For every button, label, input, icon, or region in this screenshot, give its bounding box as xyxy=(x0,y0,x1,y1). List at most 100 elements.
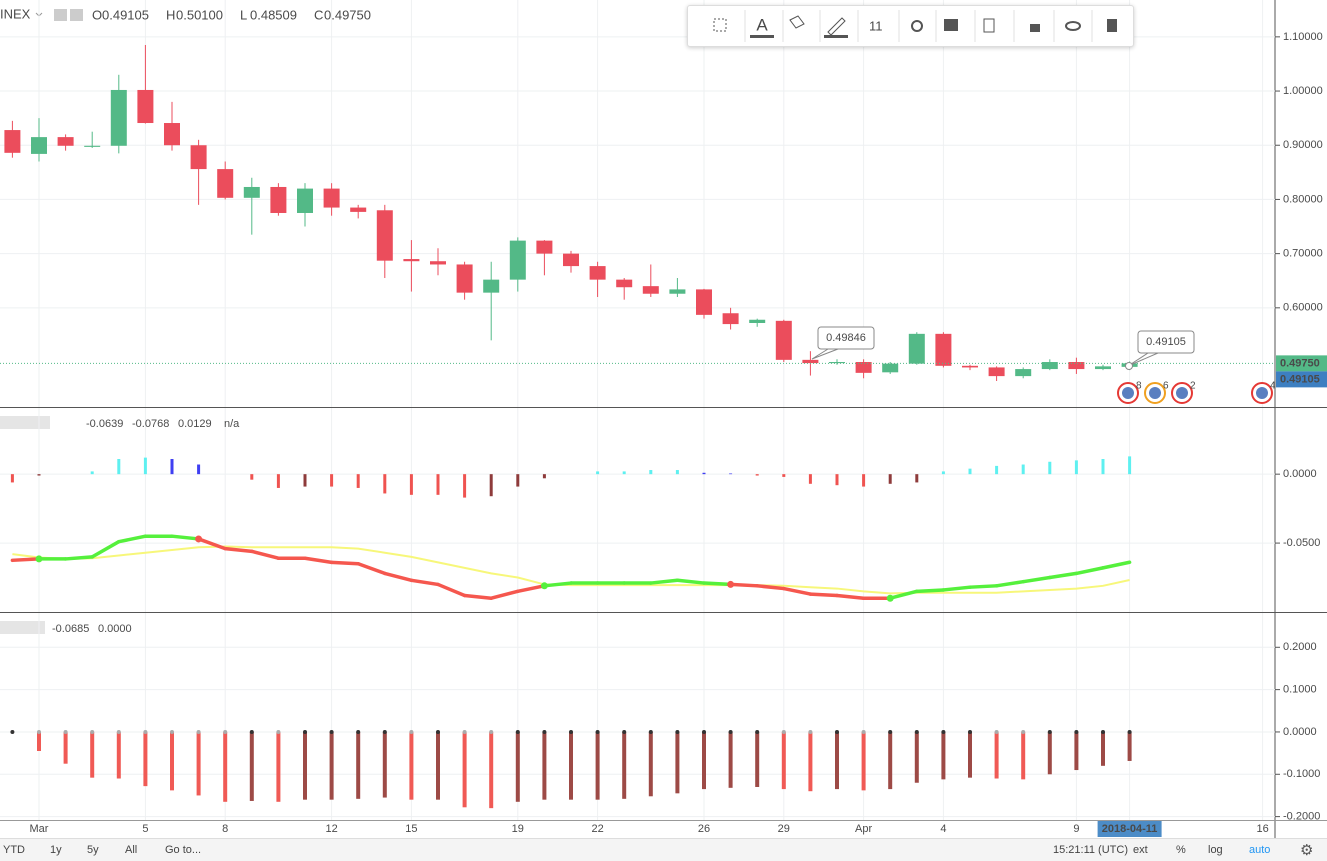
bar xyxy=(569,731,573,800)
hide-button[interactable] xyxy=(54,9,67,21)
bar-cap xyxy=(595,729,600,734)
event-count: 6 xyxy=(1163,381,1169,392)
clone-icon[interactable] xyxy=(983,18,995,33)
range-button[interactable]: 1y xyxy=(50,844,62,856)
x-tick-label: 9 xyxy=(1073,823,1079,835)
option-button[interactable]: auto xyxy=(1249,844,1271,856)
candle-body xyxy=(4,130,21,153)
clock: 15:21:11 (UTC) xyxy=(1053,844,1128,856)
layers-icon[interactable] xyxy=(944,19,958,31)
histogram-bar xyxy=(356,474,360,488)
histogram-bar xyxy=(330,474,334,487)
y-tick-label: 0.1000 xyxy=(1283,684,1317,696)
y-tick-label: -0.2000 xyxy=(1283,811,1320,823)
indicator-buttons[interactable] xyxy=(0,416,50,429)
option-button[interactable]: log xyxy=(1208,844,1223,856)
histogram-bar xyxy=(1074,460,1078,475)
x-tick-label: 4 xyxy=(940,823,946,835)
visibility-icon[interactable] xyxy=(1065,21,1081,31)
y-tick-label: 1.00000 xyxy=(1283,85,1323,97)
legend-value: -0.0639 xyxy=(86,418,123,430)
bar-cap xyxy=(542,729,547,734)
event-flag xyxy=(1176,387,1188,399)
bar-cap xyxy=(10,729,15,734)
bar-cap xyxy=(648,729,653,734)
bar xyxy=(542,731,547,800)
bar-cap xyxy=(1047,729,1052,734)
option-button[interactable]: % xyxy=(1176,844,1186,856)
candle-body xyxy=(509,240,526,280)
settings-button[interactable]: ⚙ xyxy=(1300,842,1314,859)
macd-segment xyxy=(1021,575,1052,584)
histogram-bar xyxy=(1101,459,1105,475)
background xyxy=(0,0,1327,838)
price-tag-label: 0.49750 xyxy=(1280,357,1320,369)
symbol: INEX xyxy=(0,6,31,21)
candle-body xyxy=(1068,362,1085,370)
bar xyxy=(329,731,334,800)
bar-cap xyxy=(276,729,281,734)
candle-body xyxy=(988,367,1005,377)
candle-body xyxy=(669,289,686,294)
bar-cap xyxy=(728,729,733,734)
chart: INEX Mar 5 8 12 15 19 22 26 29 Apr 4 9 2018-04-11 161… xyxy=(0,0,1327,838)
candle-body xyxy=(749,319,766,323)
y-tick-label: 0.70000 xyxy=(1283,248,1323,260)
price-tag xyxy=(1276,355,1327,372)
bar-cap xyxy=(861,729,866,734)
font-size[interactable]: 11 xyxy=(869,18,883,33)
histogram-bar xyxy=(862,474,866,487)
legend-value: n/a xyxy=(224,418,240,430)
histogram-bar xyxy=(90,471,94,475)
candle-body xyxy=(31,137,47,154)
settings-button[interactable] xyxy=(70,9,83,21)
bar xyxy=(861,731,866,791)
area-icon[interactable] xyxy=(713,18,727,32)
candle-body xyxy=(855,362,872,373)
option-button[interactable]: ext xyxy=(1133,844,1148,856)
callout-pointer xyxy=(811,348,839,360)
range-button[interactable]: All xyxy=(125,844,138,856)
drawing-handle xyxy=(1125,362,1133,370)
text-icon[interactable]: A xyxy=(756,15,768,34)
candle-body xyxy=(1095,366,1111,370)
bar xyxy=(941,731,946,780)
bar xyxy=(63,731,68,764)
line-icon[interactable] xyxy=(827,17,846,36)
histogram-bar xyxy=(888,474,892,484)
bar xyxy=(489,731,494,809)
candle-body xyxy=(403,259,420,262)
fill-icon[interactable] xyxy=(789,15,805,29)
histogram-bar xyxy=(995,465,999,475)
indicator-buttons[interactable] xyxy=(0,621,45,634)
bar xyxy=(702,731,706,790)
bar-cap xyxy=(116,729,121,734)
range-button[interactable]: YTD xyxy=(3,844,25,856)
bar xyxy=(276,731,281,802)
histogram-bar xyxy=(516,474,520,487)
histogram-bar xyxy=(436,474,440,495)
candle-body xyxy=(829,362,845,364)
range-button[interactable]: 5y xyxy=(87,844,99,856)
delete-icon[interactable] xyxy=(1107,19,1117,32)
histogram-bar xyxy=(489,474,493,497)
legend-value: -0.0768 xyxy=(132,418,169,430)
histogram-bar xyxy=(835,474,839,486)
bar xyxy=(1127,731,1132,761)
bar xyxy=(1074,731,1079,771)
candle-body xyxy=(642,286,659,294)
candle-body xyxy=(882,363,899,373)
bar xyxy=(409,731,414,800)
settings-icon[interactable] xyxy=(911,20,923,32)
price-tag xyxy=(1276,371,1327,388)
macd-segment xyxy=(1101,560,1132,570)
lock-icon[interactable] xyxy=(1030,24,1040,32)
candle-body xyxy=(430,261,446,265)
bar xyxy=(648,731,653,797)
goto-button[interactable]: Go to... xyxy=(165,844,202,856)
bar-cap xyxy=(489,729,494,734)
bar-cap xyxy=(143,729,148,734)
bar xyxy=(143,731,148,787)
macd-segment xyxy=(356,562,387,576)
bar xyxy=(755,731,760,787)
